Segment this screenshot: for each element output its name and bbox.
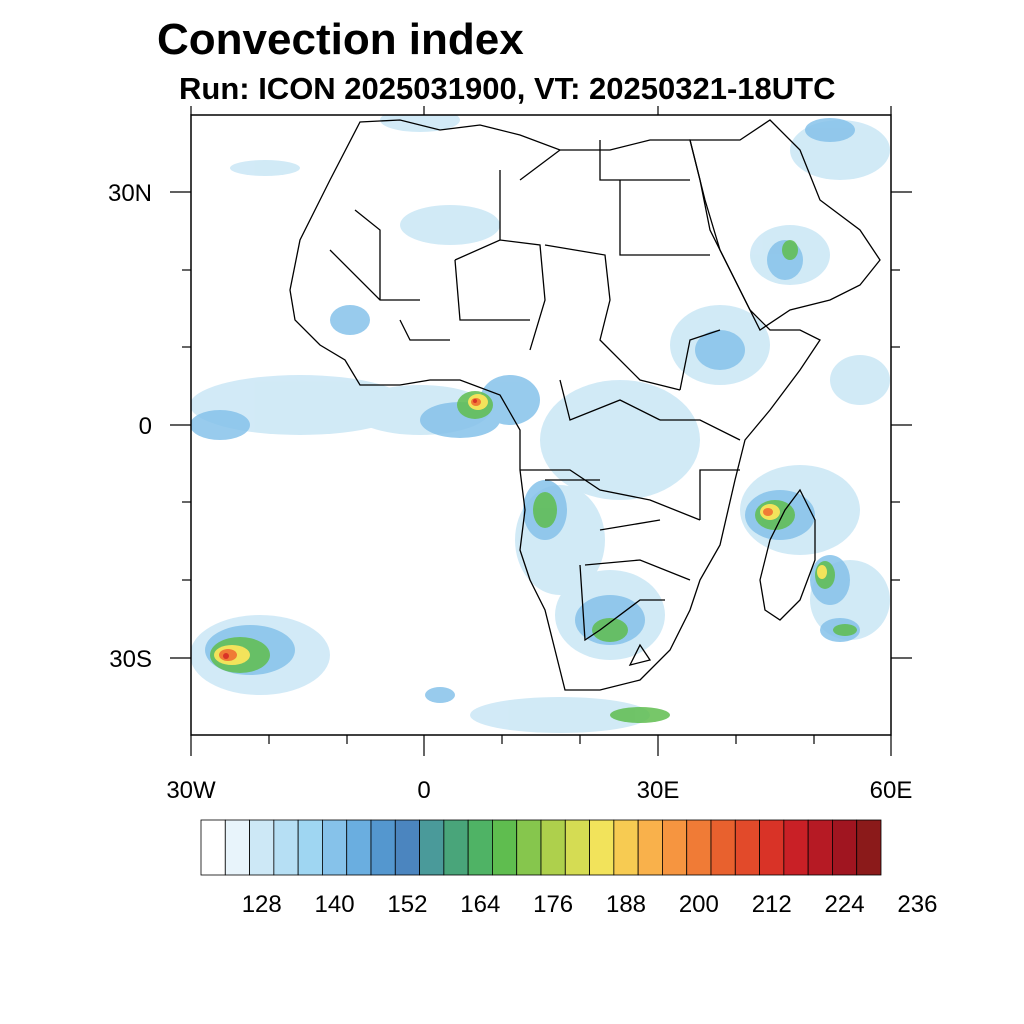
country-borders [289,119,881,691]
lon-label-60e: 60E [870,777,913,804]
colorbar-swatch [807,819,833,876]
lat-ticks [170,191,912,659]
colorbar-swatch [637,819,663,876]
colorbar-swatch [589,819,615,876]
colorbar [200,819,882,876]
colorbar-tick-label: 236 [897,891,937,918]
colorbar-swatch [419,819,445,876]
lon-label-30w: 30W [166,777,216,804]
lat-label-30n: 30N [108,180,152,207]
colorbar-tick-label: 128 [242,891,282,918]
colorbar-swatch [686,819,712,876]
colorbar-swatch [759,819,785,876]
colorbar-swatch [224,819,250,876]
colorbar-swatch [516,819,542,876]
colorbar-swatch [564,819,590,876]
colorbar-tick-label: 224 [825,891,865,918]
colorbar-tick-label: 212 [752,891,792,918]
lon-label-0: 0 [417,777,430,804]
lat-label-0: 0 [139,413,152,440]
colorbar-swatch [492,819,518,876]
colorbar-swatch [297,819,323,876]
lon-ticks [190,106,892,756]
colorbar-labels: 128 140 152 164 176 188 200 212 224 236 [242,891,938,918]
convection-field [191,115,890,733]
colorbar-swatch [322,819,348,876]
colorbar-tick-label: 176 [533,891,573,918]
colorbar-swatch [249,819,275,876]
colorbar-swatch [710,819,736,876]
colorbar-swatch [467,819,493,876]
colorbar-swatch [613,819,639,876]
colorbar-swatch [394,819,420,876]
chart-title: Convection index [157,15,524,64]
colorbar-tick-label: 188 [606,891,646,918]
colorbar-tick-label: 152 [387,891,427,918]
colorbar-swatch [540,819,566,876]
colorbar-tick-label: 164 [460,891,500,918]
colorbar-swatch [734,819,760,876]
chart-subtitle: Run: ICON 2025031900, VT: 20250321-18UTC [179,71,836,106]
colorbar-swatch [370,819,396,876]
colorbar-swatch [783,819,809,876]
lat-label-30s: 30S [109,646,152,673]
colorbar-swatch [346,819,372,876]
colorbar-swatch [662,819,688,876]
colorbar-swatch [832,819,858,876]
colorbar-swatch [856,819,882,876]
colorbar-tick-label: 200 [679,891,719,918]
colorbar-swatch [273,819,299,876]
colorbar-tick-label: 140 [315,891,355,918]
colorbar-swatch [200,819,226,876]
lon-label-30e: 30E [637,777,680,804]
colorbar-swatch [443,819,469,876]
